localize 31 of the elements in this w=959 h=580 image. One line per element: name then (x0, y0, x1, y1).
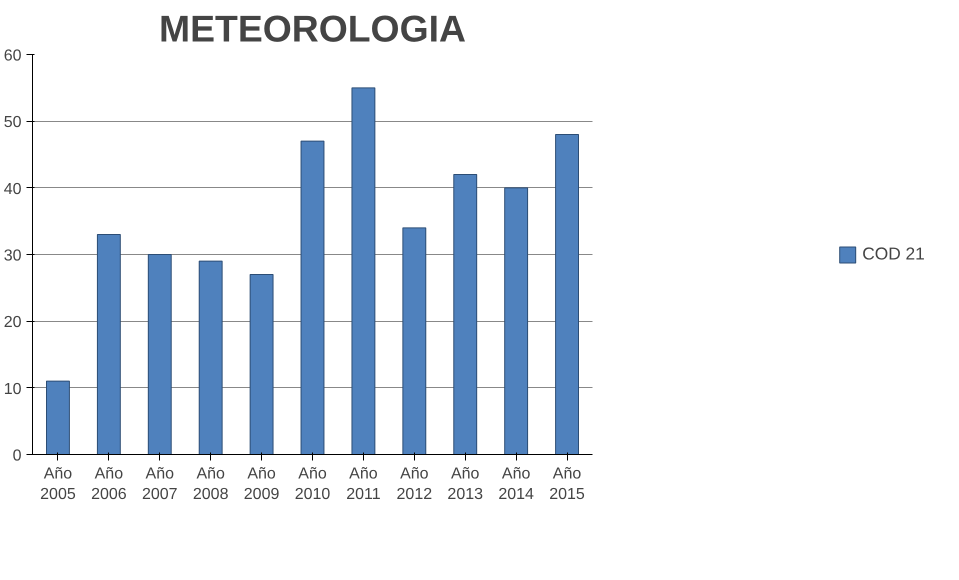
y-tick-label: 10 (4, 380, 22, 398)
bar (351, 87, 376, 454)
x-tick-label: Año 2005 (40, 466, 76, 503)
bar (198, 260, 223, 454)
x-tick-label: Año 2006 (91, 466, 127, 503)
x-tick-label: Año 2009 (244, 466, 280, 503)
bar (402, 227, 426, 454)
x-tick-label: Año 2012 (396, 466, 432, 503)
bar (555, 134, 579, 454)
chart-title: METEOROLOGIA (159, 8, 466, 50)
x-tick-label: Año 2011 (346, 466, 381, 503)
bar (453, 174, 478, 454)
y-tick-label: 0 (12, 448, 22, 464)
bar (148, 254, 172, 454)
y-tick-label: 30 (4, 248, 22, 264)
x-tick-label: Año 2013 (447, 466, 484, 503)
y-tick-label: 50 (4, 114, 22, 132)
y-tick-label: 20 (4, 314, 22, 332)
legend-label: COD 21 (862, 244, 925, 264)
y-tick-label: 40 (4, 180, 22, 198)
bar (96, 234, 121, 454)
bar (250, 274, 274, 454)
x-tick-label: Año 2010 (294, 466, 330, 503)
y-tick-label: 60 (4, 48, 22, 64)
x-tick-label: Año 2007 (142, 466, 178, 503)
bar (46, 380, 70, 454)
bar (504, 187, 528, 454)
x-tick-label: Año 2015 (549, 466, 585, 503)
x-tick-label: Año 2008 (192, 466, 229, 503)
x-tick-label: Año 2014 (498, 466, 534, 503)
bar (300, 140, 324, 454)
